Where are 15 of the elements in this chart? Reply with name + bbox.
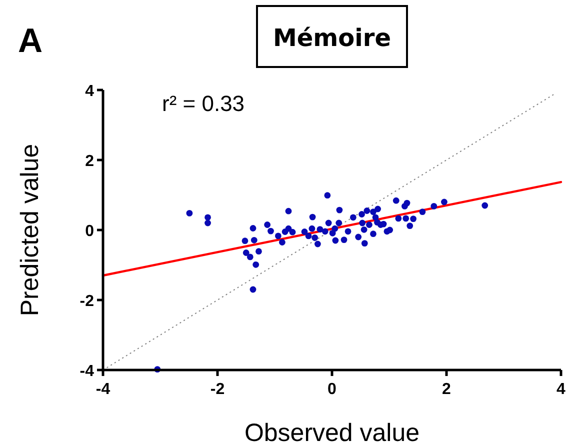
- y-tick-label: -2: [80, 293, 94, 310]
- text: A: [18, 22, 43, 60]
- y-axis-title: Predicted value: [16, 144, 44, 316]
- x-tick-label: -2: [210, 381, 225, 398]
- y-tick-label: 0: [85, 223, 94, 240]
- x-tick-label: -4: [96, 381, 110, 398]
- y-tick-label: -4: [80, 363, 94, 380]
- y-tick-label: 4: [85, 83, 94, 100]
- x-tick-label: 0: [328, 381, 337, 398]
- x-tick-label: 2: [442, 381, 452, 398]
- annotation: r² = 0.33: [162, 91, 245, 116]
- chart-title: Mémoire: [273, 24, 391, 52]
- y-tick-label: 2: [85, 153, 94, 170]
- x-axis-title: Observed value: [244, 419, 420, 447]
- x-tick-label: 4: [556, 381, 566, 398]
